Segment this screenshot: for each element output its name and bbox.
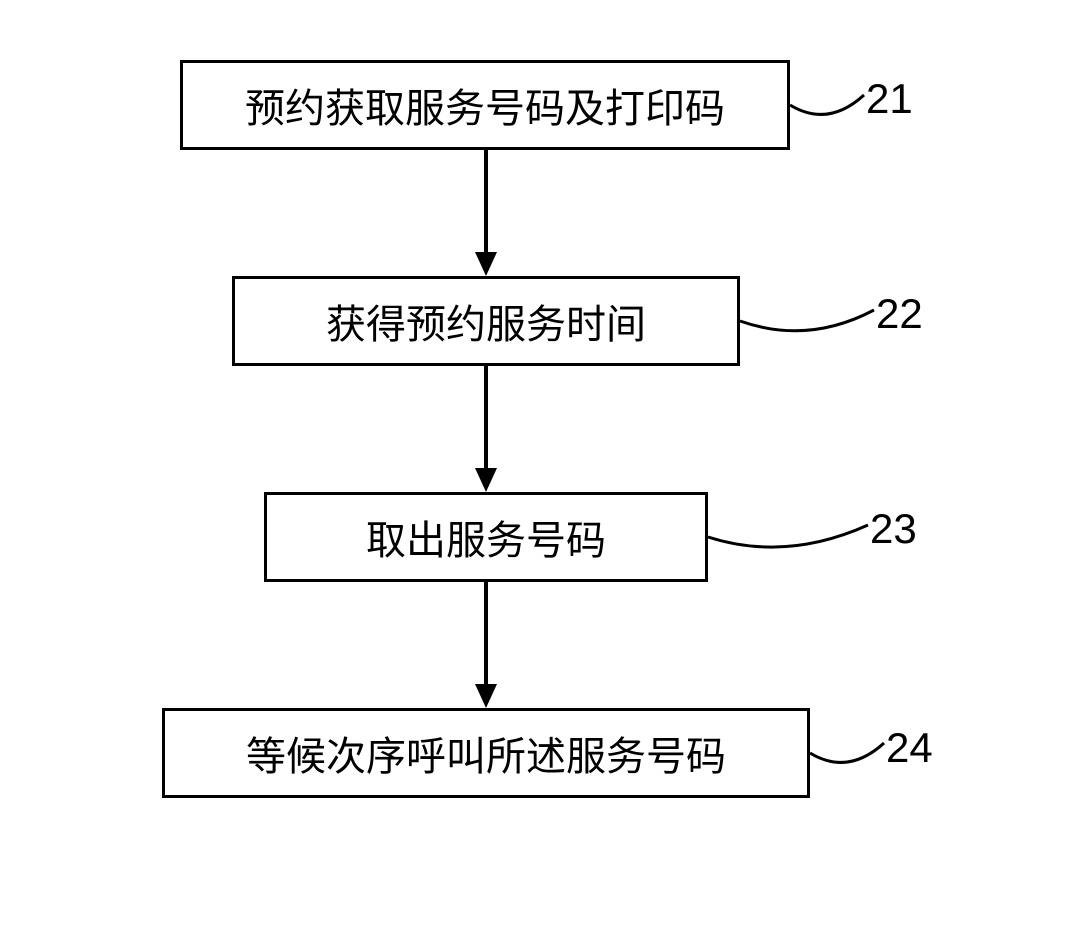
- step1-label: 21: [866, 75, 913, 123]
- connector-3: [706, 510, 872, 565]
- connector-2: [738, 295, 878, 350]
- arrow-3-4: [470, 582, 502, 712]
- arrow-1-2: [470, 150, 502, 280]
- step4-label: 24: [886, 724, 933, 772]
- flowchart-step-1: 预约获取服务号码及打印码: [180, 60, 790, 150]
- flowchart-step-4: 等候次序呼叫所述服务号码: [162, 708, 810, 798]
- step4-text: 等候次序呼叫所述服务号码: [246, 724, 726, 782]
- step1-text: 预约获取服务号码及打印码: [245, 76, 725, 134]
- step3-label: 23: [870, 505, 917, 553]
- step2-text: 获得预约服务时间: [326, 292, 646, 350]
- step3-text: 取出服务号码: [366, 508, 606, 566]
- arrow-2-3: [470, 366, 502, 496]
- flowchart-step-2: 获得预约服务时间: [232, 276, 740, 366]
- step2-label: 22: [876, 290, 923, 338]
- connector-1: [788, 80, 868, 130]
- connector-4: [808, 728, 888, 778]
- flowchart-step-3: 取出服务号码: [264, 492, 708, 582]
